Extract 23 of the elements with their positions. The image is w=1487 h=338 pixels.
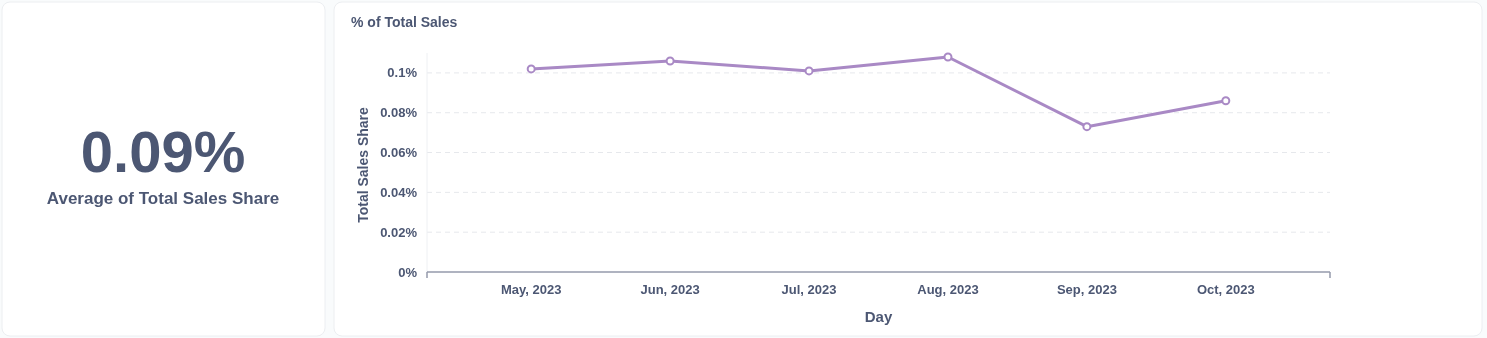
- text: Average of Total Sales Share: [46, 189, 280, 208]
- x-tick-label: Aug, 2023: [917, 282, 979, 297]
- x-tick-label: May, 2023: [500, 282, 562, 297]
- y-tick-label: 0.1%: [387, 65, 418, 81]
- point: [943, 52, 953, 62]
- y-tick-label: 0.08%: [380, 105, 418, 121]
- point: [1082, 122, 1092, 132]
- x-tick-label: Jul, 2023: [781, 282, 837, 297]
- point: [804, 66, 814, 76]
- y-axis-title: Total Sales Share: [355, 106, 371, 223]
- y-tick-label: 0.06%: [380, 145, 418, 161]
- point: [526, 64, 536, 74]
- point: [1221, 96, 1231, 106]
- y-tick-label: 0%: [398, 264, 418, 280]
- x-tick-label: Oct, 2023: [1196, 282, 1255, 297]
- x-axis-title: Day: [864, 308, 893, 325]
- chart-title: % of Total Sales: [351, 14, 458, 30]
- y-tick-label: 0.02%: [380, 224, 418, 240]
- point: [665, 56, 675, 66]
- x-tick-label: Sep, 2023: [1056, 282, 1117, 297]
- x-tick-label: Jun, 2023: [640, 282, 700, 297]
- y-tick-label: 0.04%: [380, 184, 418, 200]
- text: 0.09%: [80, 119, 246, 184]
